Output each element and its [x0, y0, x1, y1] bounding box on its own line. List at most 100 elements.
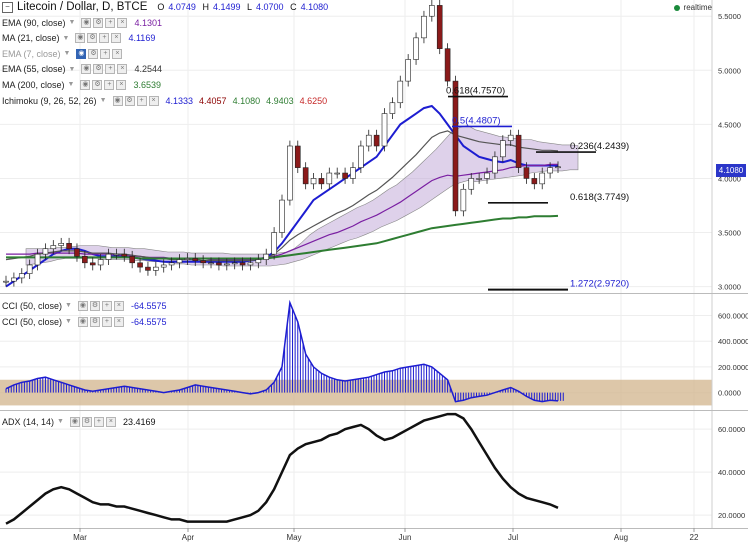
eye-icon[interactable]: ◉ [77, 300, 88, 311]
chevron-down-icon[interactable]: ▼ [67, 81, 75, 88]
indicator-label: CCI (50, close) [2, 300, 63, 311]
eye-icon[interactable]: ◉ [76, 48, 87, 59]
candle-body [421, 15, 427, 39]
settings-icon[interactable]: ⚙ [93, 17, 104, 28]
indicator-value: 4.1333 [165, 95, 194, 106]
candle-body [247, 262, 254, 266]
ichimoku-cloud [25, 125, 579, 267]
indicator-label: EMA (90, close) [2, 17, 66, 28]
y-tick-label: 40.0000 [718, 468, 745, 477]
indicator-buttons: ◉ ⚙ + × [75, 33, 123, 43]
collapse-icon[interactable]: − [2, 1, 13, 13]
candle-body [66, 243, 72, 250]
candle-body [547, 167, 553, 174]
indicator-legend-row[interactable]: EMA (90, close) ▼ ◉ ⚙ + × 4.1301 [2, 15, 168, 30]
settings-icon[interactable]: ⚙ [92, 79, 103, 90]
close-icon[interactable]: × [113, 316, 124, 327]
indicator-legend-row[interactable]: MA (21, close) ▼ ◉ ⚙ + × 4.1169 [2, 31, 161, 46]
plus-icon[interactable]: + [101, 300, 112, 311]
candle-body [555, 166, 561, 169]
candle-body [224, 263, 230, 266]
plus-icon[interactable]: + [93, 416, 104, 427]
indicator-buttons: ◉ ⚙ + × [81, 64, 129, 74]
settings-icon[interactable]: ⚙ [124, 95, 135, 106]
chevron-down-icon[interactable]: ▼ [62, 34, 70, 42]
eye-icon[interactable]: ◉ [75, 33, 86, 43]
close-icon[interactable]: × [148, 95, 159, 106]
indicator-buttons: ◉ ⚙ + × [112, 95, 161, 106]
indicator-buttons: ◉ ⚙ + × [77, 300, 126, 311]
close-icon[interactable]: × [112, 48, 123, 59]
plus-icon[interactable]: + [101, 316, 112, 327]
chevron-down-icon[interactable]: ▼ [68, 65, 76, 73]
close-icon[interactable]: × [113, 300, 124, 311]
chevron-down-icon[interactable]: ▼ [57, 418, 64, 425]
chevron-down-icon[interactable]: ▼ [65, 318, 72, 325]
plus-icon[interactable]: + [99, 33, 110, 43]
open-value: 4.0749 [168, 2, 196, 12]
candle-body [231, 262, 238, 265]
close-icon[interactable]: × [117, 17, 128, 28]
eye-icon[interactable]: ◉ [77, 316, 88, 327]
chevron-down-icon[interactable]: ▼ [68, 19, 76, 26]
candle-body [492, 156, 498, 174]
indicator-legend-row[interactable]: ADX (14, 14) ▼ ◉ ⚙ + × 23.4169 [2, 414, 162, 429]
candle-body [129, 256, 135, 264]
indicator-legend-row[interactable]: CCI (50, close) ▼ ◉ ⚙ + × -64.5575 [2, 298, 173, 313]
indicator-label: ADX (14, 14) [2, 416, 55, 427]
indicator-legend-row[interactable]: EMA (7, close) ▼ ◉ ⚙ + × [2, 46, 129, 61]
series-line-3 [5, 130, 559, 262]
close-icon[interactable]: × [117, 64, 128, 74]
plus-icon[interactable]: + [100, 48, 111, 59]
settings-icon[interactable]: ⚙ [93, 64, 104, 74]
close-icon[interactable]: × [105, 416, 116, 427]
settings-icon[interactable]: ⚙ [89, 300, 100, 311]
realtime-indicator: realtime [673, 3, 712, 12]
x-tick-label: Aug [614, 533, 628, 542]
settings-icon[interactable]: ⚙ [89, 316, 100, 327]
chart-title: Litecoin / Dollar, D, BTCE [17, 1, 148, 13]
candle-body [444, 48, 451, 82]
settings-icon[interactable]: ⚙ [87, 33, 98, 43]
indicator-legend-row[interactable]: Ichimoku (9, 26, 52, 26) ▼ ◉ ⚙ + × 4.1333 4.405… [2, 93, 333, 108]
plus-icon[interactable]: + [105, 64, 116, 74]
close-icon[interactable]: × [111, 33, 122, 43]
candle-body [287, 145, 293, 201]
realtime-dot-icon [673, 4, 680, 11]
indicator-legend-row[interactable]: MA (200, close) ▼ ◉ ⚙ + × 3.6539 [2, 77, 167, 92]
chevron-down-icon[interactable]: ▼ [63, 50, 71, 57]
indicator-legend-row[interactable]: EMA (55, close) ▼ ◉ ⚙ + × 4.2544 [2, 62, 168, 77]
settings-icon[interactable]: ⚙ [81, 416, 92, 427]
candle-body [294, 145, 301, 168]
y-tick-label: 20.0000 [718, 511, 745, 520]
candle-body [42, 248, 49, 255]
candle-body [50, 245, 57, 250]
eye-icon[interactable]: ◉ [81, 64, 92, 74]
indicator-label: EMA (7, close) [2, 48, 61, 59]
eye-icon[interactable]: ◉ [69, 416, 80, 427]
plus-icon[interactable]: + [104, 79, 115, 90]
y-tick-label: 5.0000 [718, 66, 741, 75]
candle-body [531, 178, 538, 185]
eye-icon[interactable]: ◉ [81, 17, 92, 28]
plus-icon[interactable]: + [136, 95, 147, 106]
chevron-down-icon[interactable]: ▼ [99, 97, 107, 104]
indicator-label: Ichimoku (9, 26, 52, 26) [2, 95, 97, 106]
adx-panel [5, 412, 559, 525]
candle-body [413, 37, 419, 60]
candle-body [405, 59, 411, 82]
chevron-down-icon[interactable]: ▼ [65, 302, 72, 309]
x-tick-label: Mar [73, 533, 87, 542]
fib-level-label: 0.618(4.7570) [446, 86, 505, 97]
close-value: 4.1080 [300, 2, 329, 12]
close-icon[interactable]: × [116, 79, 127, 90]
plus-icon[interactable]: + [105, 17, 116, 28]
candle-body [145, 266, 151, 271]
candle-body [507, 134, 514, 141]
eye-icon[interactable]: ◉ [112, 95, 123, 106]
indicator-legend-row[interactable]: CCI (50, close) ▼ ◉ ⚙ + × -64.5575 [2, 314, 173, 329]
candle-body [318, 178, 325, 185]
eye-icon[interactable]: ◉ [80, 79, 91, 90]
settings-icon[interactable]: ⚙ [88, 48, 99, 59]
